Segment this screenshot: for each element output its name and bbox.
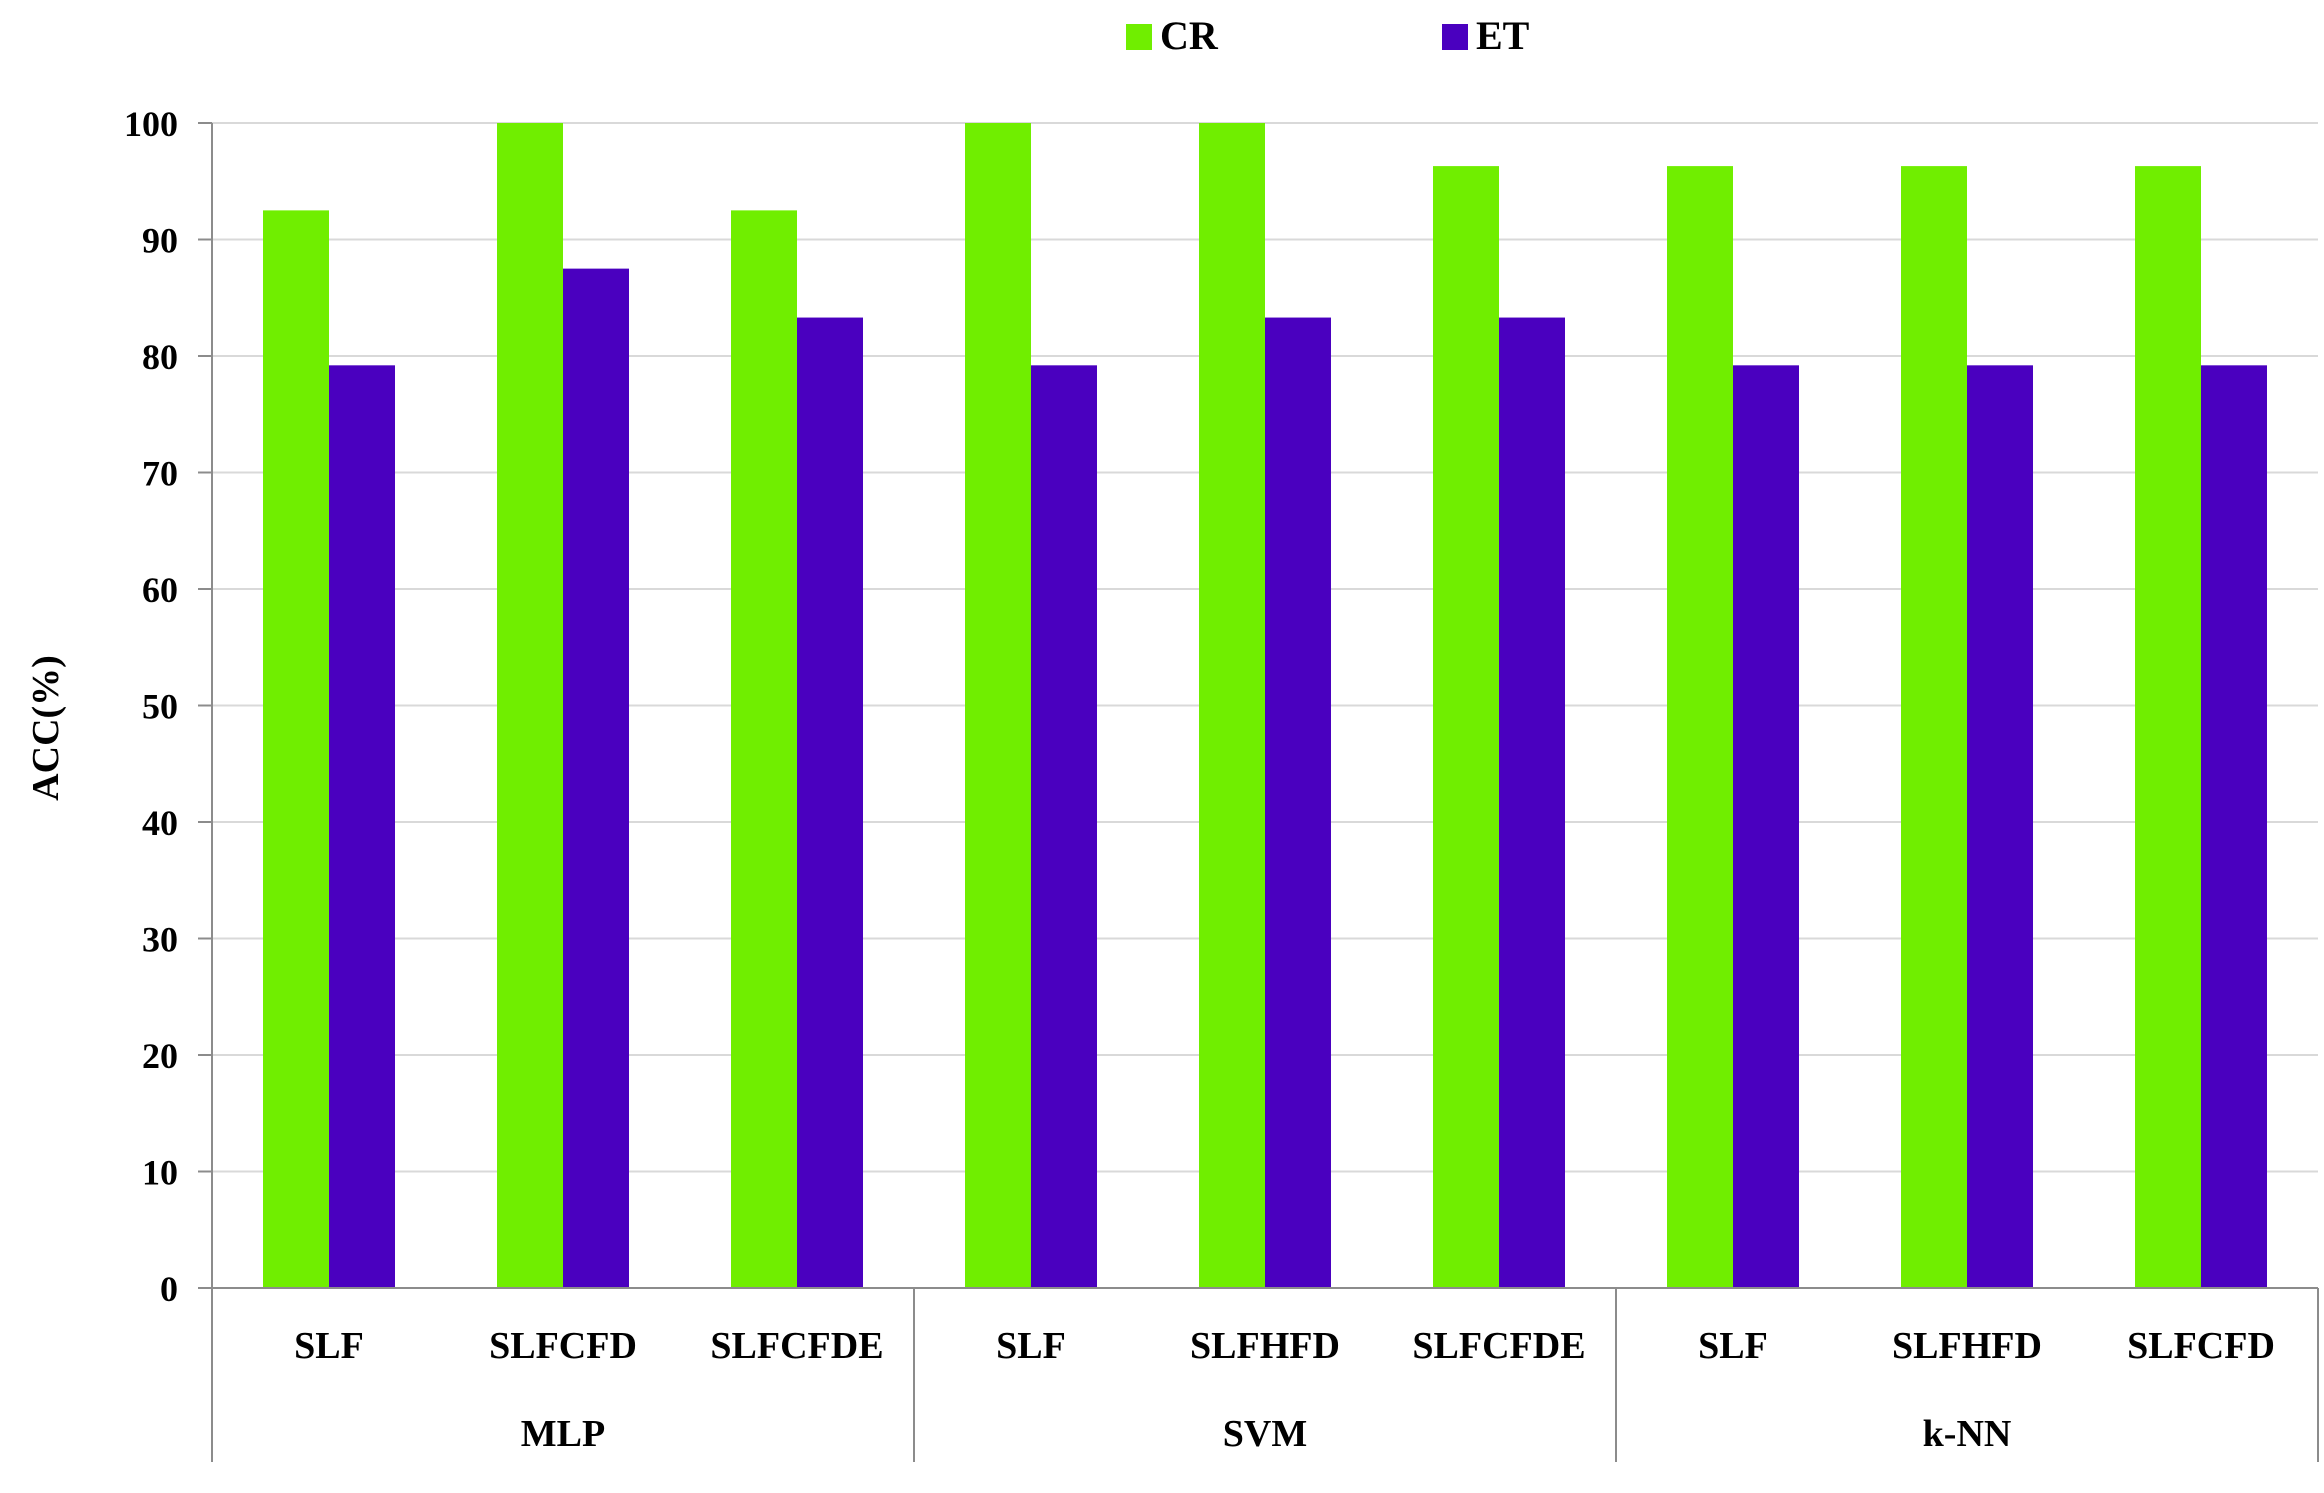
y-tick-label: 40 <box>142 803 178 843</box>
bar-et-8 <box>2201 365 2267 1288</box>
bar-cr-3 <box>965 123 1031 1288</box>
y-tick-label: 20 <box>142 1036 178 1076</box>
legend-swatch-et <box>1442 24 1468 50</box>
y-tick-label: 0 <box>160 1269 178 1309</box>
x-category-label: SLFHFD <box>1190 1325 1340 1367</box>
bar-cr-2 <box>731 210 797 1288</box>
bar-cr-5 <box>1433 166 1499 1289</box>
bar-cr-4 <box>1199 123 1265 1288</box>
x-category-label: SLF <box>294 1325 364 1367</box>
legend: CR ET <box>1126 13 1530 58</box>
bar-cr-7 <box>1901 166 1967 1289</box>
bar-et-5 <box>1499 317 1565 1288</box>
bar-et-1 <box>563 268 629 1288</box>
bar-et-2 <box>797 317 863 1288</box>
axes <box>198 122 2319 1462</box>
x-group-label: SVM <box>1223 1413 1307 1455</box>
y-tick-label: 60 <box>142 570 178 610</box>
y-tick-label: 80 <box>142 337 178 377</box>
bar-cr-0 <box>263 210 329 1288</box>
x-category-label: SLF <box>1698 1325 1768 1367</box>
y-axis-label: ACC(%) <box>25 655 67 801</box>
x-category-label: SLFCFD <box>2127 1325 2275 1367</box>
y-tick-label: 90 <box>142 221 178 261</box>
y-tick-label: 100 <box>124 104 178 144</box>
bar-et-4 <box>1265 317 1331 1288</box>
bars <box>263 123 2267 1289</box>
x-group-label: MLP <box>521 1413 605 1455</box>
legend-swatch-cr <box>1126 24 1152 50</box>
bar-et-7 <box>1967 365 2033 1288</box>
y-tick-label: 70 <box>142 454 178 494</box>
x-category-label: SLFCFDE <box>1412 1325 1585 1367</box>
x-category-label: SLFCFDE <box>710 1325 883 1367</box>
legend-label-cr: CR <box>1160 13 1219 58</box>
bar-cr-6 <box>1667 166 1733 1289</box>
x-category-label: SLFHFD <box>1892 1325 2042 1367</box>
y-tick-label: 50 <box>142 687 178 727</box>
x-group-label: k-NN <box>1923 1413 2012 1455</box>
x-category-label: SLF <box>996 1325 1066 1367</box>
x-category-label: SLFCFD <box>489 1325 637 1367</box>
bar-et-6 <box>1733 365 1799 1288</box>
y-tick-label: 30 <box>142 920 178 960</box>
bar-cr-1 <box>497 123 563 1288</box>
bar-et-3 <box>1031 365 1097 1288</box>
x-category-labels: SLF SLFCFD SLFCFDE SLF SLFHFD SLFCFDE SLF SLFHF… <box>294 1325 2275 1455</box>
y-tick-labels: 0 10 20 30 40 50 60 70 80 90 100 <box>124 104 178 1309</box>
bar-et-0 <box>329 365 395 1288</box>
y-tick-label: 10 <box>142 1153 178 1193</box>
bar-cr-8 <box>2135 166 2201 1289</box>
legend-label-et: ET <box>1476 13 1530 58</box>
